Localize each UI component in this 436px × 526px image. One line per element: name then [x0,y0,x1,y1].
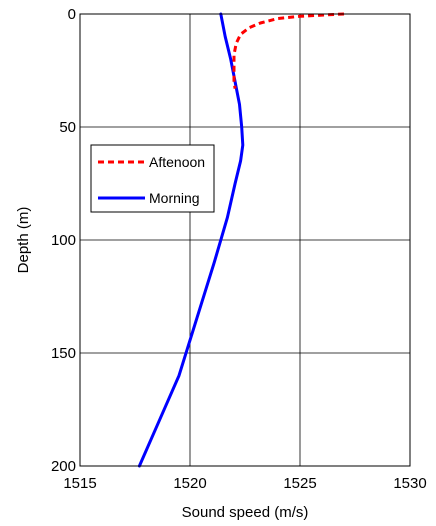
y-tick-label-200: 200 [51,458,76,475]
legend-label-morning: Morning [149,190,200,206]
x-tick-label-1520: 1520 [173,475,206,492]
y-tick-label-150: 150 [51,345,76,362]
x-tick-label-1515: 1515 [63,475,96,492]
y-axis-title: Depth (m) [15,207,32,274]
plot-frame [79,13,411,467]
x-tick-label-1530: 1530 [393,475,426,492]
x-axis-title: Sound speed (m/s) [182,504,309,521]
legend: Aftenoon Morning [90,144,215,213]
legend-label-aftenoon: Aftenoon [149,154,205,170]
legend-box [90,144,215,213]
grid [80,14,410,466]
series-line-aftenoon [232,12,345,89]
y-tick-label-50: 50 [59,119,76,136]
x-tick-label-1525: 1525 [283,475,316,492]
tick-labels: 1515 1520 1525 1530 0 50 100 150 200 [51,6,427,492]
series-line-morning [137,12,245,468]
y-tick-label-100: 100 [51,232,76,249]
y-tick-label-0: 0 [68,6,76,23]
series-layer [137,12,345,468]
